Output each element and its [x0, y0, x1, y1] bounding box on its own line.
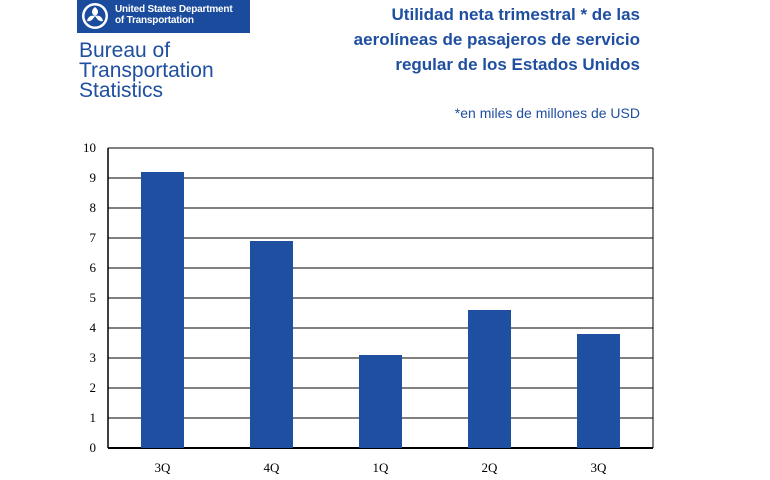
- chart-unit-note: *en miles de millones de USD: [454, 105, 640, 121]
- y-tick-label: 10: [83, 140, 96, 155]
- chart-title-line: aerolíneas de pasajeros de servicio: [353, 30, 640, 49]
- chart-title: Utilidad neta trimestral * de las aerolí…: [280, 2, 640, 77]
- y-tick-label: 0: [90, 440, 97, 455]
- y-tick-label: 8: [90, 200, 97, 215]
- y-tick-label: 6: [90, 260, 97, 275]
- bts-wordmark-line: Transportation: [79, 59, 214, 82]
- y-tick-label: 7: [90, 230, 97, 245]
- bts-wordmark-line: Statistics: [79, 79, 164, 102]
- bar: [577, 334, 620, 448]
- dot-agency-line-2: of Transportation: [115, 15, 194, 26]
- x-tick-label: 4Q: [264, 460, 281, 475]
- x-tick-label: 3Q: [155, 460, 172, 475]
- dot-agency-line-1: United States Department: [115, 4, 233, 15]
- bar: [359, 355, 402, 448]
- x-tick-label: 2Q: [482, 460, 499, 475]
- bts-wordmark-line: Bureau of: [79, 39, 171, 62]
- y-tick-label: 3: [90, 350, 97, 365]
- y-tick-label: 5: [90, 290, 97, 305]
- bar: [250, 241, 293, 448]
- y-tick-label: 9: [90, 170, 97, 185]
- dot-seal-icon: [82, 3, 108, 29]
- chart-title-line: Utilidad neta trimestral * de las: [391, 5, 640, 24]
- y-tick-label: 2: [90, 380, 97, 395]
- dot-logo-banner: United States Department of Transportati…: [77, 0, 250, 33]
- bts-wordmark: Bureau of Transportation Statistics: [79, 39, 279, 102]
- y-tick-label: 1: [90, 410, 97, 425]
- bar: [141, 172, 184, 448]
- y-tick-label: 4: [90, 320, 97, 335]
- x-tick-label: 3Q: [591, 460, 608, 475]
- chart-title-line: regular de los Estados Unidos: [395, 55, 640, 74]
- bar: [468, 310, 511, 448]
- x-tick-label: 1Q: [373, 460, 390, 475]
